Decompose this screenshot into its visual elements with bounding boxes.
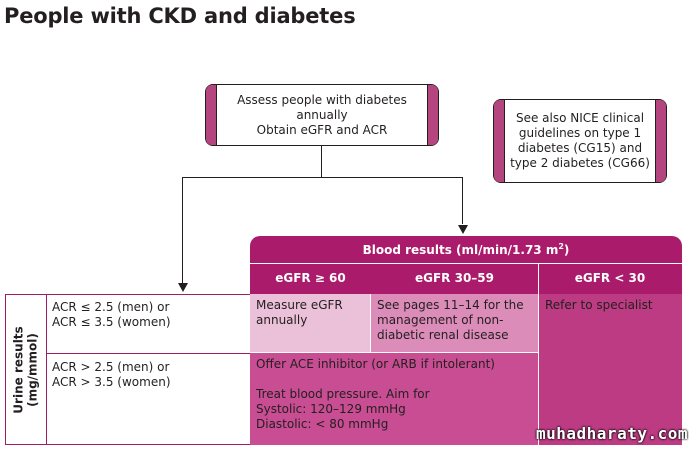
acr-high-line-2: ACR > 3.5 (women) xyxy=(52,375,171,389)
see-pages-line-3: diabetic renal disease xyxy=(377,328,509,342)
watermark: muhadharaty.com xyxy=(536,424,688,443)
urine-results-label-container: Urine results (mg/mmol) xyxy=(5,294,46,445)
urine-results-label: Urine results (mg/mmol) xyxy=(12,326,40,413)
assess-box-text: Assess people with diabetes annually Obt… xyxy=(223,93,421,138)
nice-box-right-edge xyxy=(655,100,666,182)
blood-results-title: Blood results (ml/min/1.73 m2) xyxy=(362,242,570,257)
urine-label-line-2: (mg/mmol) xyxy=(25,332,40,407)
urine-row-divider xyxy=(46,353,250,354)
blood-header-divider xyxy=(250,263,682,264)
offer-line-2: Treat blood pressure. Aim for xyxy=(256,387,430,401)
cell-refer-specialist: Refer to specialist xyxy=(538,294,682,445)
blood-results-header: Blood results (ml/min/1.73 m2) eGFR ≥ 60… xyxy=(250,236,682,294)
arrow-to-urine-icon xyxy=(178,283,188,292)
cell-measure-egfr: Measure eGFR annually xyxy=(250,294,371,353)
see-pages-line-1: See pages 11–14 for the xyxy=(377,298,524,312)
connector-left-down xyxy=(182,177,183,283)
assess-box-right-edge xyxy=(427,85,438,145)
nice-box-text: See also NICE clinical guidelines on typ… xyxy=(496,111,664,171)
cell-offer-ace-inhibitor: Offer ACE inhibitor (or ARB if intoleran… xyxy=(250,353,538,445)
see-pages-line-2: management of non- xyxy=(377,313,504,327)
col-header-egfr-60: eGFR ≥ 60 xyxy=(275,271,346,285)
col-header-egfr-30: eGFR < 30 xyxy=(574,271,646,285)
offer-line-4: Diastolic: < 80 mmHg xyxy=(256,417,389,431)
blood-header-col-divider xyxy=(538,263,539,294)
connector-down-from-assess xyxy=(321,146,322,177)
assess-line-2: annually xyxy=(296,107,348,122)
measure-line-2: annually xyxy=(256,313,308,327)
nice-line-2: guidelines on type 1 xyxy=(518,126,642,140)
nice-guidelines-box: See also NICE clinical guidelines on typ… xyxy=(493,99,667,183)
assess-box-left-edge xyxy=(206,85,217,145)
nice-box-left-edge xyxy=(494,100,505,182)
connector-right-down xyxy=(462,177,463,224)
acr-row-low: ACR ≤ 2.5 (men) or ACR ≤ 3.5 (women) xyxy=(52,300,171,330)
nice-line-4: type 2 diabetes (CG66) xyxy=(510,156,650,170)
measure-line-1: Measure eGFR xyxy=(256,298,343,312)
assess-line-3: Obtain eGFR and ACR xyxy=(256,122,388,137)
nice-line-1: See also NICE clinical xyxy=(515,111,645,125)
offer-line-1: Offer ACE inhibitor (or ARB if intoleran… xyxy=(256,357,495,371)
col-header-egfr-30-59: eGFR 30–59 xyxy=(414,271,494,285)
urine-results-frame xyxy=(5,294,250,445)
urine-label-divider xyxy=(46,294,47,445)
refer-text: Refer to specialist xyxy=(545,298,653,312)
offer-line-3: Systolic: 120–129 mmHg xyxy=(256,402,406,416)
nice-line-3: diabetes (CG15) and xyxy=(517,141,643,155)
acr-row-high: ACR > 2.5 (men) or ACR > 3.5 (women) xyxy=(52,360,171,390)
connector-horizontal xyxy=(182,177,463,178)
assess-line-1: Assess people with diabetes xyxy=(237,92,407,107)
assess-box: Assess people with diabetes annually Obt… xyxy=(205,84,439,146)
arrow-to-blood-icon xyxy=(458,225,468,234)
acr-low-line-2: ACR ≤ 3.5 (women) xyxy=(52,315,171,329)
cell-see-pages: See pages 11–14 for the management of no… xyxy=(371,294,538,353)
acr-high-line-1: ACR > 2.5 (men) or xyxy=(52,360,170,374)
urine-label-line-1: Urine results xyxy=(11,325,26,414)
acr-low-line-1: ACR ≤ 2.5 (men) or xyxy=(52,300,170,314)
page-title: People with CKD and diabetes xyxy=(4,4,356,28)
